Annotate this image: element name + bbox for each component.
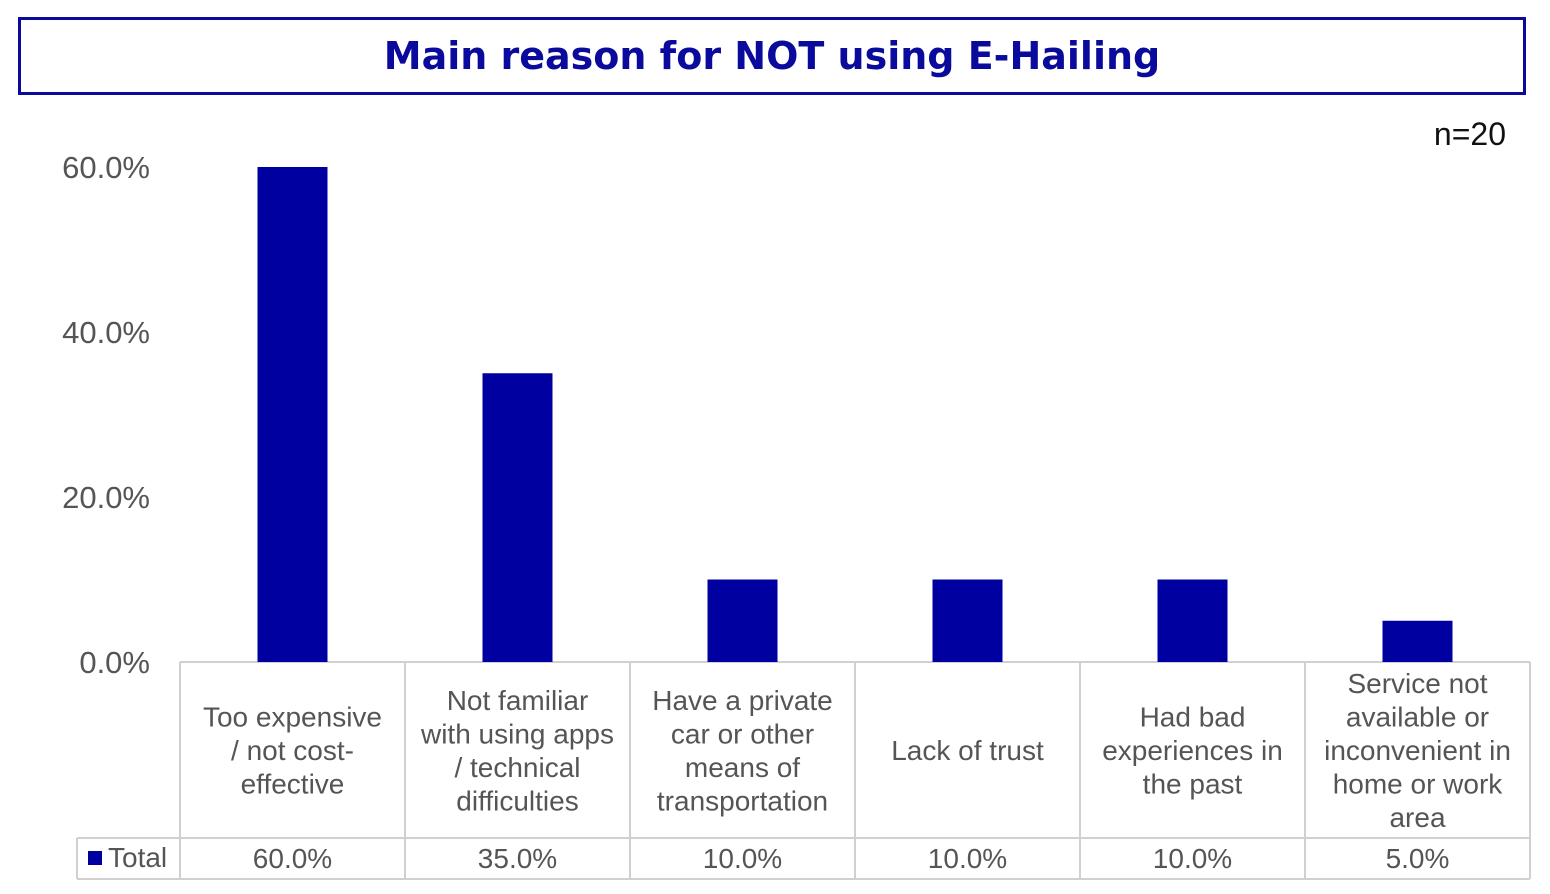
data-table-value: 10.0% — [703, 843, 782, 874]
bar — [257, 167, 328, 662]
category-label: Too expensive / not cost-effective — [203, 702, 382, 800]
chart-title: Main reason for NOT using E-Hailing — [383, 34, 1161, 78]
legend-swatch — [88, 851, 102, 865]
category-label: Service not available or inconvenient in ho… — [1324, 668, 1511, 833]
data-table-value: 60.0% — [253, 843, 332, 874]
bar — [932, 579, 1003, 662]
y-tick-label: 60.0% — [62, 150, 150, 185]
y-tick-label: 40.0% — [62, 315, 150, 350]
y-tick-label: 20.0% — [62, 480, 150, 515]
bar — [482, 373, 553, 662]
bar — [1382, 620, 1453, 662]
data-table-value: 5.0% — [1386, 843, 1450, 874]
bar — [707, 579, 778, 662]
category-label: Had bad experiences in the past — [1102, 702, 1283, 800]
data-table-value: 10.0% — [928, 843, 1007, 874]
category-label: Lack of trust — [891, 735, 1044, 766]
category-label: Not familiar with using apps / technical di… — [420, 685, 614, 817]
bar — [1157, 579, 1228, 662]
y-tick-label: 0.0% — [79, 645, 150, 680]
category-label: Have a private car or other means of transp… — [652, 685, 833, 817]
legend-label: Total — [108, 842, 167, 873]
chart-title-box: Main reason for NOT using E-Hailing — [18, 17, 1526, 95]
data-table-value: 35.0% — [478, 843, 557, 874]
data-table-value: 10.0% — [1153, 843, 1232, 874]
sample-size-label: n=20 — [1433, 116, 1506, 152]
